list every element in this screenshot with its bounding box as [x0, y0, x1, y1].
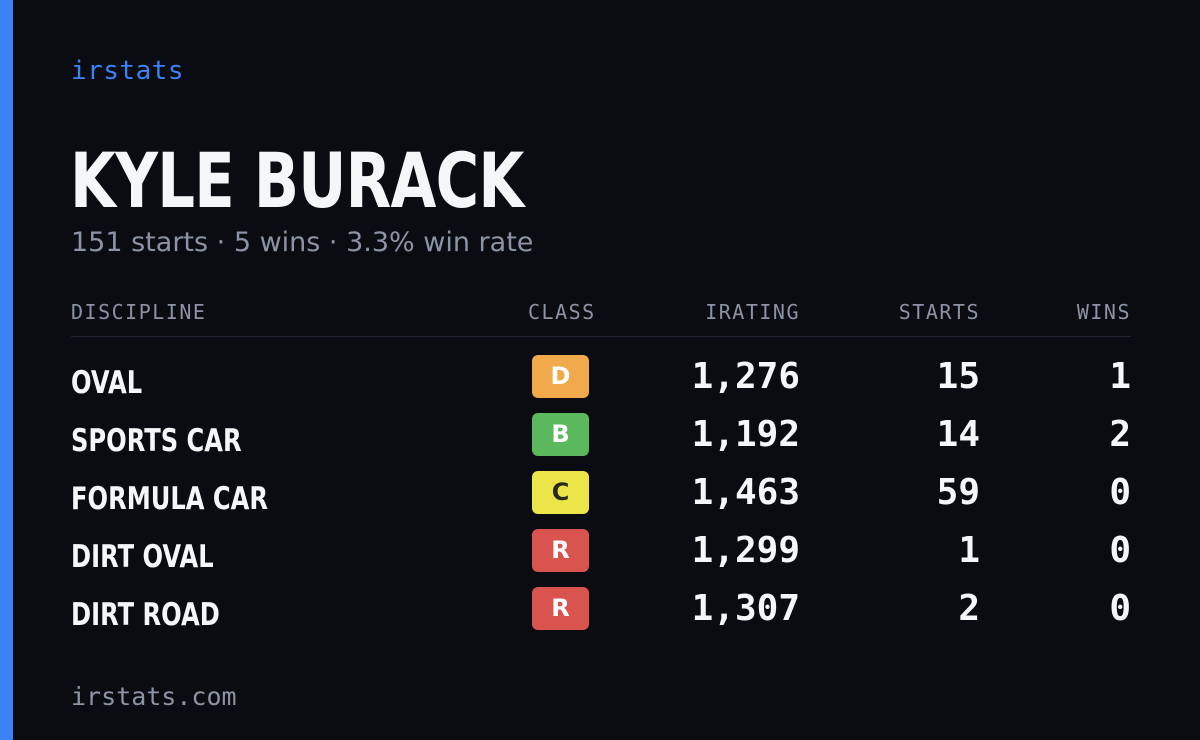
class-badge: D: [532, 355, 589, 398]
discipline-table: DISCIPLINE CLASS IRATING STARTS WINS OVA…: [71, 296, 1131, 633]
table-row: SPORTS CAR B 1,192 14 2: [71, 409, 1131, 467]
class-badge: R: [532, 587, 589, 630]
starts-value: 14: [936, 414, 980, 455]
discipline-name: DIRT ROAD: [71, 597, 220, 633]
wins-value: 0: [1109, 530, 1131, 571]
brand-logo-text[interactable]: irstats: [71, 56, 185, 86]
header-irating: IRATING: [705, 300, 800, 324]
header-wins: WINS: [1076, 300, 1131, 324]
irating-value: 1,307: [691, 588, 800, 629]
driver-summary: 151 starts · 5 wins · 3.3% win rate: [71, 227, 534, 258]
starts-value: 59: [936, 472, 980, 513]
discipline-name: OVAL: [71, 365, 143, 401]
table-row: DIRT OVAL R 1,299 1 0: [71, 525, 1131, 583]
table-row: DIRT ROAD R 1,307 2 0: [71, 583, 1131, 641]
header-class: CLASS: [528, 300, 596, 324]
irating-value: 1,463: [691, 472, 800, 513]
header-discipline: DISCIPLINE: [71, 300, 207, 324]
starts-value: 15: [936, 356, 980, 397]
table-header: DISCIPLINE CLASS IRATING STARTS WINS: [71, 296, 1131, 337]
table-row: FORMULA CAR C 1,463 59 0: [71, 467, 1131, 525]
driver-name: KYLE BURACK: [70, 136, 524, 225]
starts-value: 1: [958, 530, 980, 571]
starts-value: 2: [958, 588, 980, 629]
irating-value: 1,299: [691, 530, 800, 571]
wins-value: 0: [1109, 588, 1131, 629]
table-body: OVAL D 1,276 15 1 SPORTS CAR B 1,192 14 …: [71, 351, 1131, 641]
header-starts: STARTS: [898, 300, 980, 324]
class-badge: R: [532, 529, 589, 572]
discipline-name: DIRT OVAL: [71, 539, 214, 575]
discipline-name: SPORTS CAR: [71, 423, 242, 459]
footer-site-link[interactable]: irstats.com: [71, 682, 237, 711]
class-badge: B: [532, 413, 589, 456]
table-row: OVAL D 1,276 15 1: [71, 351, 1131, 409]
irating-value: 1,276: [691, 356, 800, 397]
class-badge: C: [532, 471, 589, 514]
wins-value: 0: [1109, 472, 1131, 513]
wins-value: 1: [1109, 356, 1131, 397]
wins-value: 2: [1109, 414, 1131, 455]
irating-value: 1,192: [691, 414, 800, 455]
discipline-name: FORMULA CAR: [71, 481, 269, 517]
accent-bar: [0, 0, 13, 740]
